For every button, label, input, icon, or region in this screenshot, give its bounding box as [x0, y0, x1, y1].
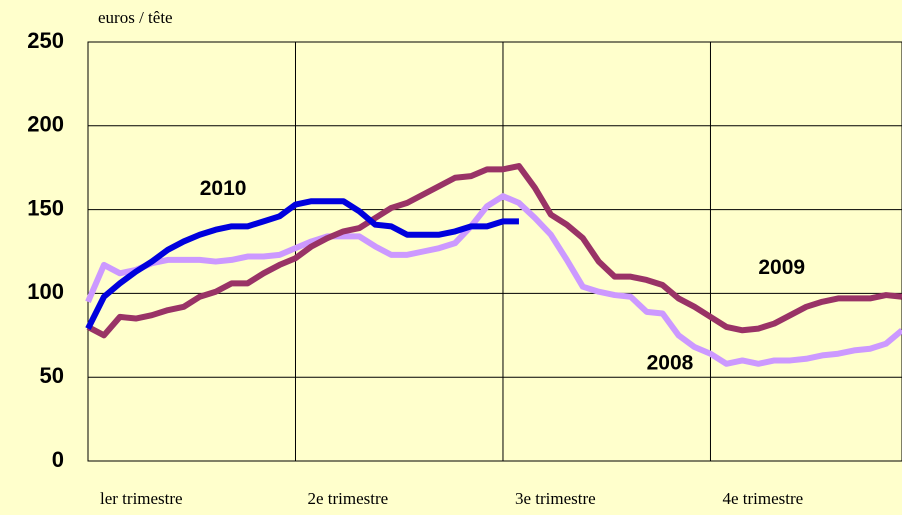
y-tick-label: 150 — [27, 195, 64, 220]
plot-frame — [87, 41, 902, 462]
y-tick-label: 200 — [27, 112, 64, 137]
x-tick-label: 2e trimestre — [307, 489, 388, 508]
y-tick-label: 250 — [27, 28, 64, 53]
y-tick-label: 100 — [27, 279, 64, 304]
series-line — [85, 193, 902, 367]
x-tick-label: 3e trimestre — [515, 489, 596, 508]
x-tick-label: ler trimestre — [100, 489, 183, 508]
x-tick-label: 4e trimestre — [722, 489, 803, 508]
unit-label: euros / tête — [98, 8, 173, 27]
series-label: 2008 — [647, 351, 694, 374]
series-line — [86, 163, 902, 339]
series-line — [85, 198, 519, 330]
series-label: 2009 — [758, 256, 805, 279]
y-tick-label: 0 — [52, 447, 64, 472]
y-tick-label: 50 — [40, 363, 64, 388]
series-label: 2010 — [200, 177, 247, 200]
